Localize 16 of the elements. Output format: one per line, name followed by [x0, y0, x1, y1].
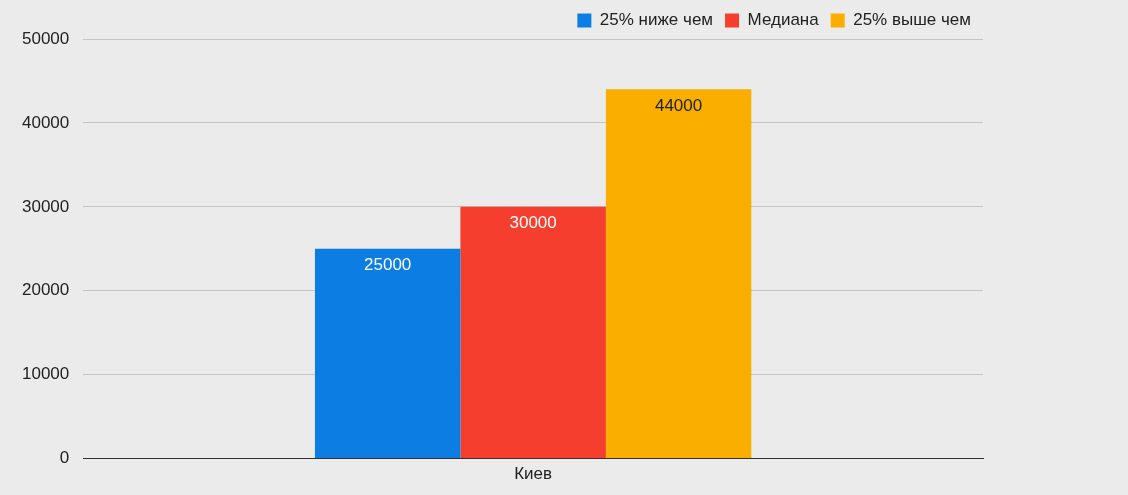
data-label: 25000	[364, 254, 412, 274]
legend-label: 25% выше чем	[853, 10, 972, 30]
y-tick-label: 0	[59, 448, 70, 468]
bar	[460, 206, 606, 459]
y-tick-label: 10000	[21, 364, 70, 384]
legend-label: Медиана	[747, 10, 820, 30]
bar	[605, 89, 752, 459]
data-label: 44000	[654, 95, 703, 115]
data-label: 30000	[509, 213, 557, 233]
y-tick-label: 50000	[21, 28, 70, 48]
x-tick-label: Киев	[514, 464, 553, 484]
y-tick-label: 40000	[21, 112, 70, 132]
y-tick-label: 30000	[21, 196, 70, 216]
y-tick-label: 20000	[21, 280, 70, 300]
legend-label: 25% ниже чем	[599, 10, 714, 30]
bar	[314, 248, 461, 459]
